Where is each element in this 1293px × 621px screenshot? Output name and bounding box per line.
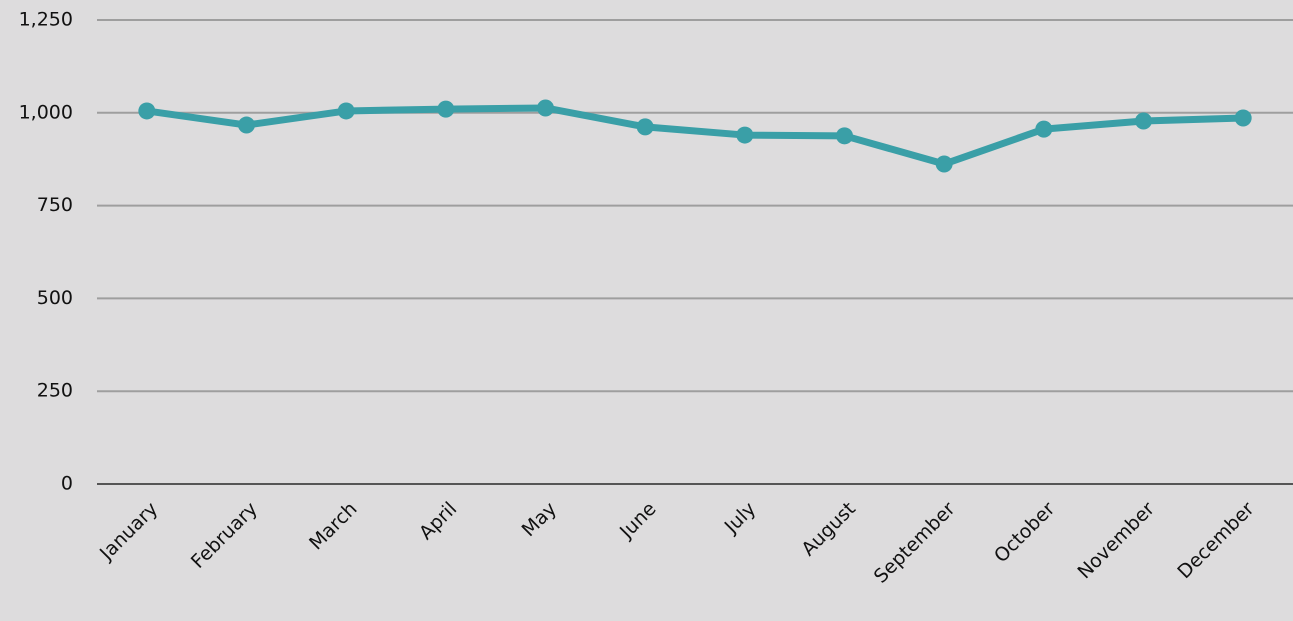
marker bbox=[437, 100, 455, 118]
x-tick-label: March bbox=[305, 498, 362, 555]
y-tick-label: 750 bbox=[37, 194, 73, 216]
x-tick-label: February bbox=[187, 498, 262, 573]
y-tick-label: 0 bbox=[61, 473, 73, 495]
y-tick-label: 1,000 bbox=[19, 101, 73, 123]
x-tick-label: May bbox=[518, 498, 561, 541]
y-tick-label: 500 bbox=[37, 287, 73, 309]
marker bbox=[636, 118, 654, 136]
y-tick-label: 250 bbox=[37, 380, 73, 402]
marker bbox=[537, 99, 554, 117]
marker bbox=[836, 127, 853, 145]
marker bbox=[238, 116, 255, 134]
x-tick-label: October bbox=[990, 498, 1059, 567]
x-tick-label: September bbox=[870, 498, 960, 588]
line bbox=[146, 104, 1244, 168]
marker bbox=[337, 102, 355, 120]
x-tick-label: June bbox=[615, 498, 661, 544]
marker bbox=[1234, 109, 1252, 127]
marker bbox=[138, 102, 156, 120]
x-tick-label: April bbox=[415, 498, 461, 544]
x-tick-label: December bbox=[1173, 498, 1258, 583]
y-tick-label: 1,250 bbox=[19, 9, 73, 31]
x-tick-label: January bbox=[95, 498, 162, 565]
marker bbox=[1135, 112, 1152, 130]
marker bbox=[1035, 120, 1053, 138]
marker bbox=[935, 155, 953, 173]
x-tick-label: November bbox=[1073, 498, 1159, 584]
marker bbox=[736, 126, 754, 144]
x-tick-label: July bbox=[720, 498, 760, 538]
x-tick-label: August bbox=[797, 498, 860, 561]
